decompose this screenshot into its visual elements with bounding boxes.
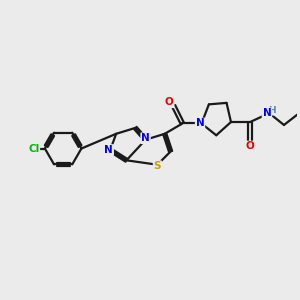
Text: N: N <box>262 108 271 118</box>
Text: N: N <box>196 118 204 128</box>
Text: N: N <box>141 133 150 143</box>
Text: S: S <box>154 161 161 171</box>
Text: H: H <box>268 106 275 115</box>
Text: O: O <box>165 97 173 107</box>
Text: Cl: Cl <box>28 143 39 154</box>
Text: O: O <box>246 142 254 152</box>
Text: N: N <box>104 145 113 155</box>
